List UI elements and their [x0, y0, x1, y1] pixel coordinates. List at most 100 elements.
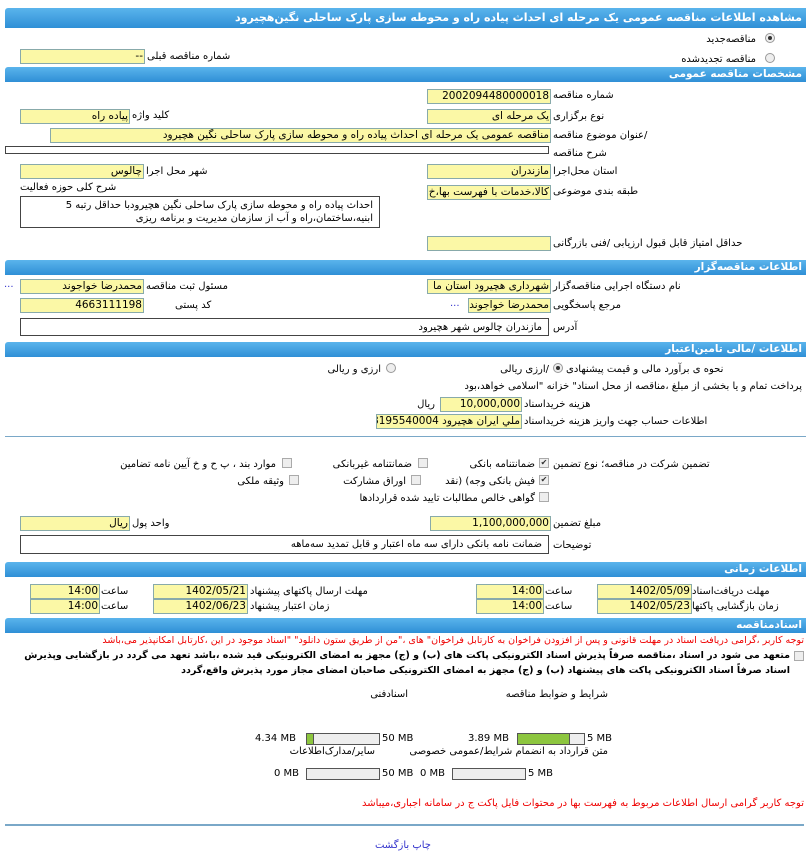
section-organizer: اطلاعات مناقصه‌گزار: [5, 260, 806, 275]
file-max-contract: 5 MB: [528, 768, 554, 779]
renewed-tender-label: مناقصه تجدیدشده: [681, 54, 756, 65]
checkbox-nonbank-guarantee[interactable]: [418, 458, 428, 468]
progress-terms: [517, 733, 585, 745]
time-label: ساعت: [545, 601, 573, 612]
opening-date-field[interactable]: 1402/05/23: [597, 599, 692, 614]
bank-receipt-label: فیش بانکی وجه) (نقد: [445, 476, 535, 487]
estimate-label: نحوه ی برآورد مالی و قیمت پیشنهادی: [566, 364, 724, 375]
file-max-terms: 5 MB: [587, 733, 613, 744]
participation-bonds-label: اوراق مشارکت: [343, 476, 406, 487]
opening-date-label: زمان بازگشایی پاکتها: [692, 601, 779, 612]
validity-time-field[interactable]: 14:00: [30, 599, 100, 614]
notes-field[interactable]: ضمانت نامه بانکی دارای سه ماه اعتبار و ق…: [20, 535, 549, 554]
respondent-field[interactable]: محمدرضا خواجوند: [468, 298, 551, 313]
city-field[interactable]: چالوس: [20, 164, 144, 179]
holding-type-label: نوع برگزاری: [553, 111, 605, 122]
commitment-text-2: اسناد صرفاً اسناد الکترونیکی پاکت های پی…: [181, 665, 790, 676]
doc-fee-unit: ریال: [417, 399, 435, 410]
registrar-more-button[interactable]: ...: [4, 279, 14, 290]
section-documents: اسنادمناقصه: [5, 618, 806, 633]
doc-deadline-time-field[interactable]: 14:00: [476, 584, 544, 599]
file-label-technical: اسنادفنی: [370, 689, 408, 700]
file-used-contract: 0 MB: [420, 768, 446, 779]
prev-tender-field[interactable]: --: [20, 49, 145, 64]
checkbox-property-deed[interactable]: [289, 475, 299, 485]
radio-renewed-tender[interactable]: [765, 53, 775, 63]
address-field[interactable]: مازندران چالوس شهر هچیرود: [20, 318, 549, 336]
nonbank-guarantee-label: ضمانتنامه غیربانکی: [332, 459, 412, 470]
subject-label: /عنوان موضوع مناقصه: [553, 130, 648, 141]
section-finance: اطلاعات /مالی تامین‌اعتبار: [5, 342, 806, 357]
holding-type-field[interactable]: یک مرحله ای: [427, 109, 551, 124]
checkbox-commitment[interactable]: [794, 651, 804, 661]
guarantee-type-label: تضمین شرکت در مناقصه؛ نوع تضمین: [553, 459, 710, 470]
submit-deadline-label: مهلت ارسال پاکتهای پیشنهاد: [250, 586, 368, 597]
footer: چاپ بازگشت: [2, 840, 804, 851]
notes-label: توضیحات: [553, 540, 592, 551]
bank-guarantee-label: ضمانتنامه بانکی: [469, 459, 535, 470]
submit-deadline-field[interactable]: 1402/05/21: [153, 584, 248, 599]
radio-rial[interactable]: [553, 363, 563, 373]
download-notice: توجه کاربر ،گرامی دریافت اسناد در مهلت ق…: [102, 635, 804, 646]
claims-certificate-label: گواهی خالص مطالبات تایید شده قراردادها: [359, 493, 535, 504]
subject-field[interactable]: مناقصه عمومی یک مرحله ای احداث پیاده راه…: [50, 128, 551, 143]
tender-number-field[interactable]: 2002094480000018: [427, 89, 551, 104]
submit-time-field[interactable]: 14:00: [30, 584, 100, 599]
description-label: شرح مناقصه: [553, 148, 607, 159]
tender-number-label: شماره مناقصه: [553, 90, 614, 101]
category-label: طبقه بندی موضوعی: [553, 186, 639, 197]
print-link[interactable]: چاپ: [412, 840, 431, 851]
scope-label: شرح کلی حوزه فعالیت: [20, 182, 117, 193]
checkbox-bank-receipt[interactable]: ✔: [539, 475, 549, 485]
organizer-label: نام دستگاه اجرایی مناقصه‌گزار: [553, 281, 681, 292]
documents-section: توجه کاربر ،گرامی دریافت اسناد در مهلت ق…: [2, 634, 804, 851]
radio-new-tender[interactable]: [765, 33, 775, 43]
doc-deadline-field[interactable]: 1402/05/09: [597, 584, 692, 599]
registrar-field[interactable]: محمدرضا خواجوند: [20, 279, 144, 294]
account-field[interactable]: ملي ايران هچيرود 08195540004: [376, 414, 522, 429]
keyword-field[interactable]: پیاده راه: [20, 109, 130, 124]
checkbox-claims-certificate[interactable]: [539, 492, 549, 502]
province-field[interactable]: مازندران: [427, 164, 551, 179]
postal-code-label: کد پستی: [175, 300, 212, 311]
organizer-field[interactable]: شهرداری هچیرود استان ما: [427, 279, 551, 294]
back-link[interactable]: بازگشت: [374, 840, 410, 851]
page-title: مشاهده اطلاعات مناقصه عمومی یک مرحله ای …: [5, 8, 806, 28]
checkbox-regulation-items[interactable]: [282, 458, 292, 468]
file-used-technical: 4.34 MB: [255, 733, 296, 744]
progress-contract: [452, 768, 526, 780]
rial-label: /ارزی ریالی: [500, 364, 549, 375]
radio-currency-rial[interactable]: [386, 363, 396, 373]
respondent-more-button[interactable]: ...: [450, 298, 460, 309]
validity-date-label: زمان اعتبار پیشنهاد: [250, 601, 330, 612]
scope-field[interactable]: احداث پیاده راه و محوطه سازی پارک ساحلی …: [20, 196, 380, 228]
time-label: ساعت: [101, 586, 129, 597]
address-label: آدرس: [553, 322, 578, 333]
checkbox-bank-guarantee[interactable]: ✔: [539, 458, 549, 468]
currency-field[interactable]: ریال: [20, 516, 130, 531]
validity-date-field[interactable]: 1402/06/23: [153, 599, 248, 614]
file-max-other: 50 MB: [382, 768, 414, 779]
time-label: ساعت: [545, 586, 573, 597]
guarantee-amount-field[interactable]: 1,100,000,000: [430, 516, 551, 531]
doc-fee-field[interactable]: 10,000,000: [440, 397, 522, 412]
doc-fee-label: هزینه خریداسناد: [524, 399, 591, 410]
checkbox-participation-bonds[interactable]: [411, 475, 421, 485]
file-label-other: سایر/مدارک‌اطلاعات: [289, 746, 375, 757]
currency-rial-label: ارزی و ریالی: [327, 364, 382, 375]
min-score-field[interactable]: [427, 236, 551, 251]
file-label-contract: متن قرارداد به انضمام شرایط/عمومی خصوصی: [409, 746, 608, 757]
price-list-notice: توجه کاربر گرامی ارسال اطلاعات مربوط به …: [362, 798, 804, 809]
postal-code-field[interactable]: 4663111198: [20, 298, 144, 313]
opening-time-field[interactable]: 14:00: [476, 599, 544, 614]
min-score-label: حداقل امتیاز قابل قبول ارزیابی /فنی بازر…: [553, 238, 743, 249]
divider: [5, 824, 804, 826]
city-label: شهر محل اجرا: [146, 166, 208, 177]
commitment-text-1: متعهد می شود در اسناد ،مناقصه صرفاً پذیر…: [24, 650, 790, 661]
file-used-other: 0 MB: [274, 768, 300, 779]
keyword-label: کلید واژه: [132, 110, 170, 121]
doc-deadline-label: مهلت دریافت‌اسناد: [692, 586, 770, 597]
property-deed-label: وثیقه ملکی: [237, 476, 284, 487]
category-field[interactable]: کالا،خدمات با فهرست بها،خ: [427, 185, 551, 200]
description-field[interactable]: [5, 146, 549, 154]
